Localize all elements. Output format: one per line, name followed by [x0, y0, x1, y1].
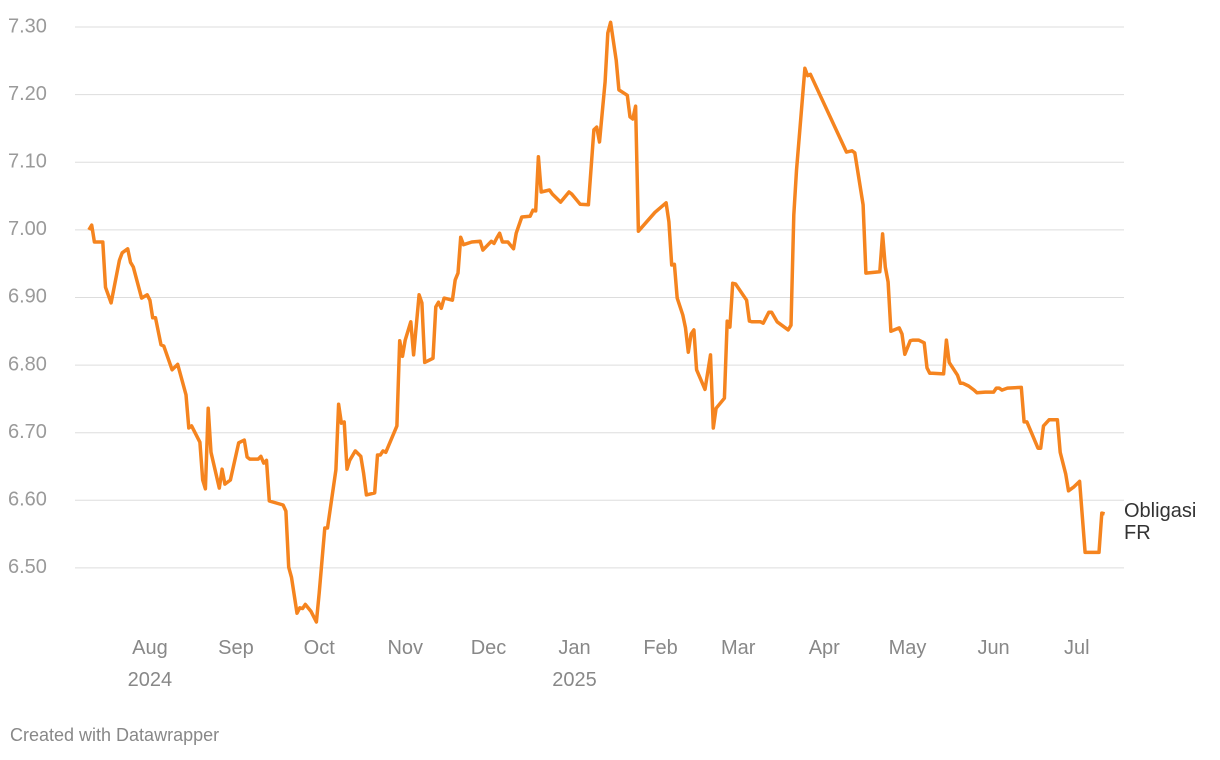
y-tick-label: 6.50 — [8, 556, 47, 578]
y-tick-label: 6.90 — [8, 286, 47, 308]
x-tick-label: Dec — [470, 637, 507, 659]
x-tick-label: Jun — [977, 637, 1010, 659]
x-tick-label: Mar — [721, 637, 756, 659]
series-line — [87, 20, 1106, 624]
series-label: Obligasi FR — [1124, 499, 1197, 544]
y-tick-label: 7.20 — [8, 83, 47, 105]
y-tick-label: 6.80 — [8, 353, 47, 375]
x-tick-label: Nov — [387, 637, 424, 659]
y-tick-label: 7.00 — [8, 218, 47, 240]
x-tick-label: Oct — [303, 637, 335, 659]
x-tick-label: Sep — [218, 637, 254, 659]
y-tick-label: 7.30 — [8, 15, 47, 37]
x-tick-label: Feb — [643, 637, 678, 659]
x-tick-label: Jul — [1064, 637, 1090, 659]
y-tick-label: 7.10 — [8, 151, 47, 173]
footer: Created with Datawrapper — [10, 725, 220, 745]
x-tick-label: May — [888, 637, 927, 659]
x-tick-label: Apr — [808, 637, 840, 659]
y-tick-label: 6.60 — [8, 489, 47, 511]
y-tick-label: 6.70 — [8, 421, 47, 443]
x-tick-label: Jan 2025 — [552, 637, 597, 691]
x-tick-label: Aug 2024 — [127, 637, 173, 691]
